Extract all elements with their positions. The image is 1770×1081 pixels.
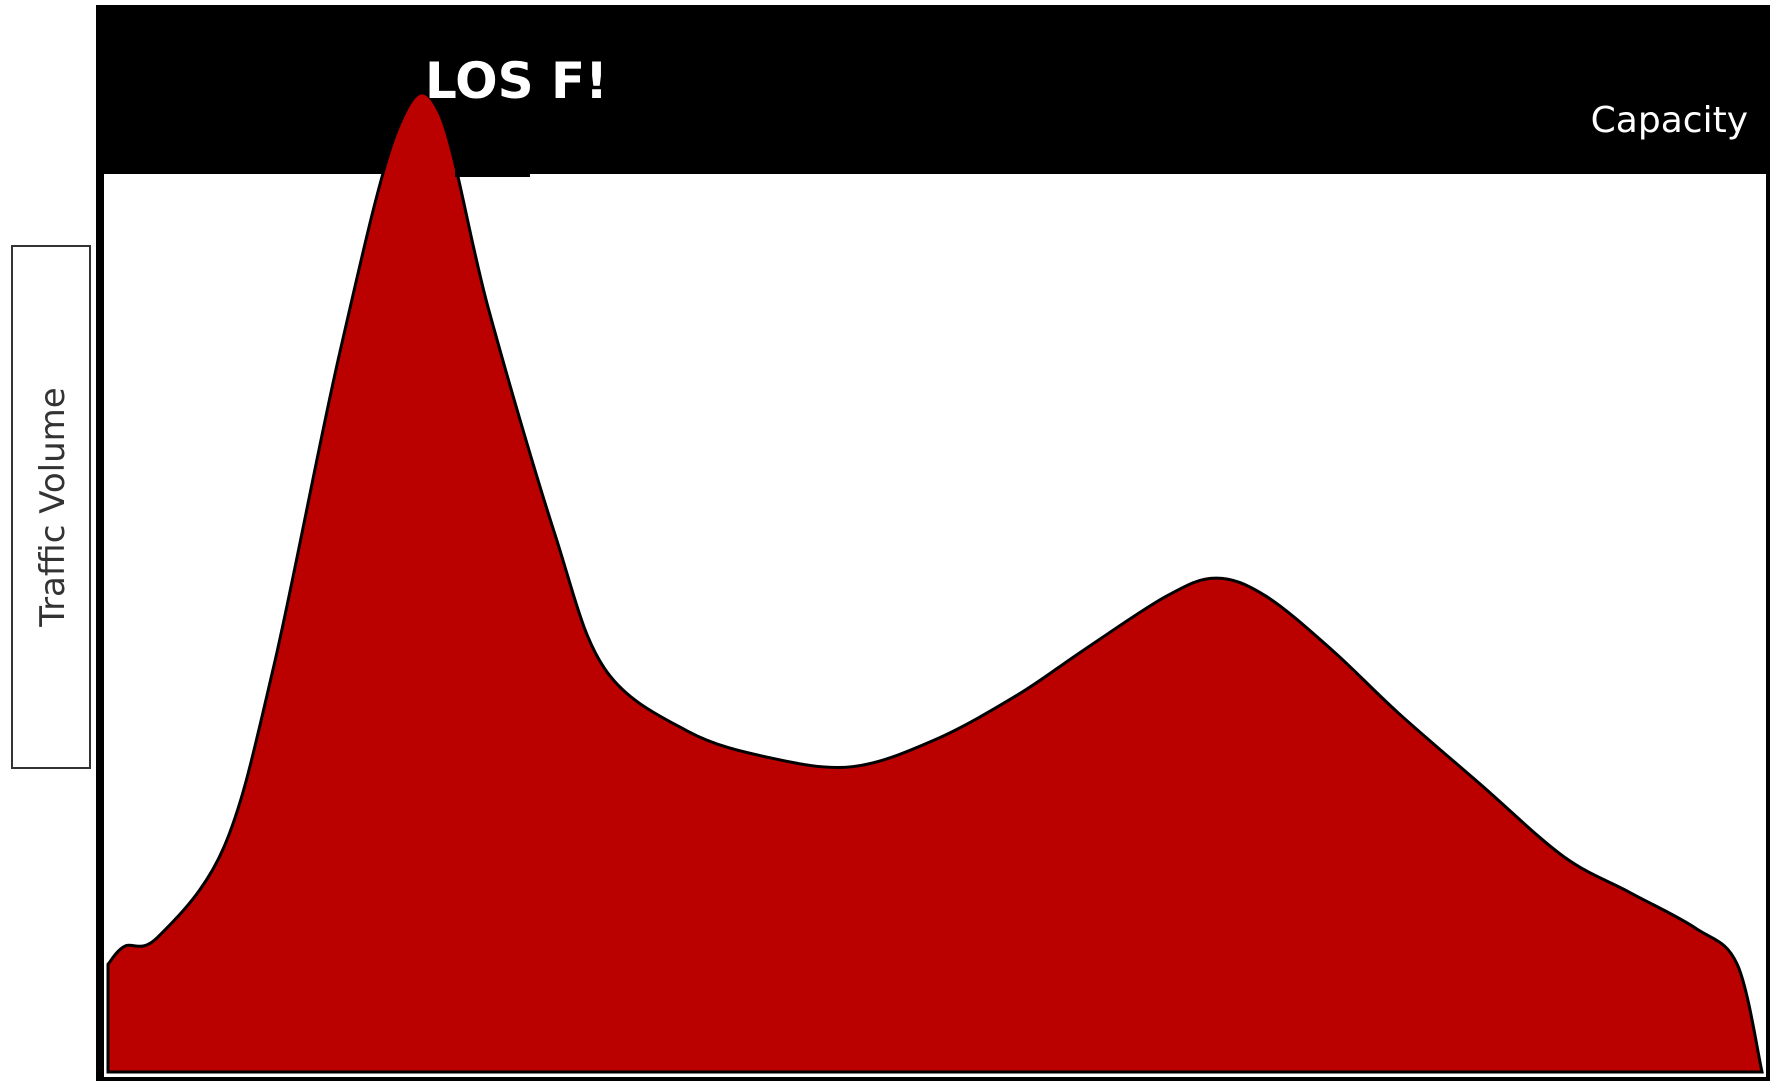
- capacity-label: Capacity: [1591, 100, 1748, 141]
- los-f-annotation: LOS F!: [425, 52, 608, 110]
- y-axis-label: Traffic Volume: [33, 387, 73, 627]
- y-axis-label-box: [11, 245, 91, 769]
- series-layer: [106, 91, 1764, 1074]
- capacity-band: [100, 9, 1770, 174]
- traffic-volume-area-series-0: [106, 91, 1764, 1074]
